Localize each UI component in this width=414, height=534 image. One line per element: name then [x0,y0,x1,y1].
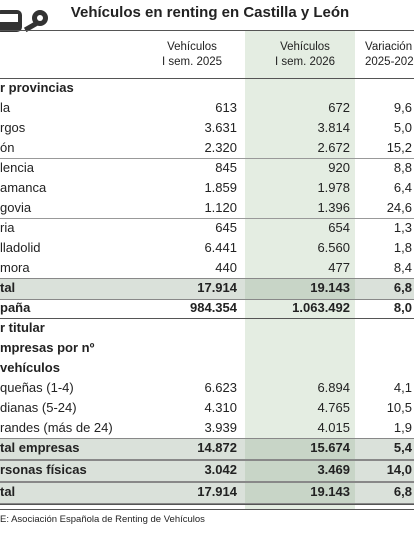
cell: 15,2 [386,140,412,155]
cell: 1.396 [317,200,350,215]
cell: 984.354 [190,300,237,315]
highlight-column [245,31,355,509]
section-heading: r provincias [0,80,74,95]
cell: 6,8 [393,484,412,499]
column-header: 2025-202 [365,56,414,68]
cell: 17.914 [197,280,237,295]
rule [0,30,414,31]
column-header: I sem. 2025 [161,56,223,68]
section-heading: r titular [0,320,45,335]
row-label: queñas (1-4) [0,380,74,395]
cell: 3.814 [317,120,350,135]
row-label: rgos [0,120,26,135]
cell: 4,1 [393,380,412,395]
cell: 17.914 [197,484,237,499]
row-label: mora [0,260,30,275]
column-header: I sem. 2026 [274,56,336,68]
column-header: Vehículos [280,41,330,53]
cell: 645 [215,220,237,235]
row-label: lencia [0,160,34,175]
cell: 8,8 [393,160,412,175]
cell: 4.310 [204,400,237,415]
cell: 6.623 [204,380,237,395]
cell: 654 [328,220,350,235]
cell: 440 [215,260,237,275]
cell: 3.469 [317,462,350,477]
cell: 3.042 [204,462,237,477]
separator [0,78,414,79]
cell: 8,0 [393,300,412,315]
total-band [0,438,414,460]
cell: 3.939 [204,420,237,435]
row-label: paña [0,300,31,315]
cell: 10,5 [386,400,412,415]
cell: 9,6 [393,100,412,115]
row-label: ón [0,140,15,155]
row-label: amanca [0,180,47,195]
row-label: randes (más de 24) [0,420,113,435]
cell: 14.872 [197,440,237,455]
cell: 920 [328,160,350,175]
cell: 1,8 [393,240,412,255]
total-band [0,482,414,504]
row-label: tal empresas [0,440,80,455]
section-heading: vehículos [0,360,60,375]
cell: 1.978 [317,180,350,195]
separator [0,218,414,219]
row-label: ria [0,220,15,235]
cell: 1.859 [204,180,237,195]
cell: 6,8 [393,280,412,295]
title: Vehículos en renting en Castilla y León [70,4,350,21]
row-label: dianas (5-24) [0,400,77,415]
column-header: Vehículos [167,41,217,53]
row-label: rsonas físicas [0,462,87,477]
cell: 672 [328,100,350,115]
cell: 5,4 [393,440,412,455]
cell: 2.320 [204,140,237,155]
cell: 6.441 [204,240,237,255]
separator [0,504,414,505]
cell: 1,3 [393,220,412,235]
cell: 8,4 [393,260,412,275]
cell: 6.894 [317,380,350,395]
cell: 15.674 [310,440,350,455]
cell: 1.063.492 [292,300,350,315]
cell: 24,6 [386,200,412,215]
cell: 19.143 [310,280,350,295]
rule [0,509,414,510]
row-label: tal [0,484,16,499]
cell: 1,9 [393,420,412,435]
cell: 19.143 [310,484,350,499]
cell: 4.765 [317,400,350,415]
cell: 613 [215,100,237,115]
cell: 1.120 [204,200,237,215]
separator [0,318,414,319]
row-label: lladolid [0,240,41,255]
section-heading: mpresas por nº [0,340,95,355]
total-band [0,278,414,300]
row-label: la [0,100,11,115]
car-key-icon [0,10,48,33]
cell: 845 [215,160,237,175]
separator [0,158,414,159]
cell: 6,4 [393,180,412,195]
source: E: Asociación Española de Renting de Veh… [0,514,205,525]
cell: 4.015 [317,420,350,435]
cell: 3.631 [204,120,237,135]
cell: 14,0 [386,462,412,477]
cell: 6.560 [317,240,350,255]
cell: 2.672 [317,140,350,155]
cell: 477 [328,260,350,275]
total-band [0,460,414,482]
cell: 5,0 [393,120,412,135]
column-header: Variación [365,41,413,53]
row-label: tal [0,280,16,295]
row-label: govia [0,200,32,215]
